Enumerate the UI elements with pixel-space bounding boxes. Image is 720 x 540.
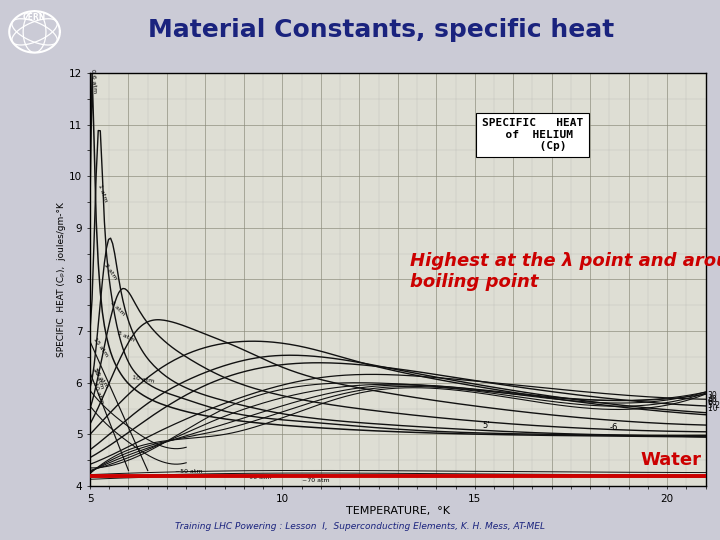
Text: 40: 40 [708, 395, 717, 404]
Y-axis label: SPECIFIC  HEAT (Cₚ),  joules/gm-°K: SPECIFIC HEAT (Cₚ), joules/gm-°K [58, 202, 66, 357]
X-axis label: TEMPERATURE,  °K: TEMPERATURE, °K [346, 507, 450, 516]
Text: 2 atm: 2 atm [104, 262, 118, 280]
Text: 30 atm: 30 atm [92, 366, 104, 389]
Text: 3 atm: 3 atm [109, 300, 126, 316]
Text: ~90 atm: ~90 atm [244, 475, 271, 480]
Text: ~70 atm: ~70 atm [302, 478, 329, 483]
Text: SPECIFIC   HEAT
  of  HELIUM
      (Cp): SPECIFIC HEAT of HELIUM (Cp) [482, 118, 583, 151]
Text: 60: 60 [708, 398, 717, 407]
Text: 40 atm: 40 atm [92, 382, 104, 404]
Text: ~50 atm: ~50 atm [175, 469, 202, 474]
Text: 5': 5' [482, 421, 490, 430]
Text: Training LHC Powering : Lesson  I,  Superconducting Elements, K. H. Mess, AT-MEL: Training LHC Powering : Lesson I, Superc… [175, 522, 545, 531]
Text: -6: -6 [609, 423, 618, 432]
Text: Highest at the λ point and around the
boiling point: Highest at the λ point and around the bo… [410, 252, 720, 291]
Text: Water: Water [641, 451, 702, 469]
Text: 5 20: 5 20 [708, 401, 720, 410]
Text: CERN: CERN [23, 13, 46, 22]
Text: 1 atm: 1 atm [97, 184, 108, 203]
Text: 5 atm: 5 atm [117, 330, 135, 342]
Text: 0.6 atm: 0.6 atm [89, 69, 96, 93]
Text: Material Constants, specific heat: Material Constants, specific heat [148, 18, 615, 42]
Text: 10 70: 10 70 [708, 404, 720, 413]
Text: 30: 30 [708, 391, 717, 400]
Text: 20 atm: 20 atm [92, 368, 109, 389]
Text: 10 atm: 10 atm [132, 375, 155, 384]
Text: 15 atm: 15 atm [92, 337, 109, 358]
